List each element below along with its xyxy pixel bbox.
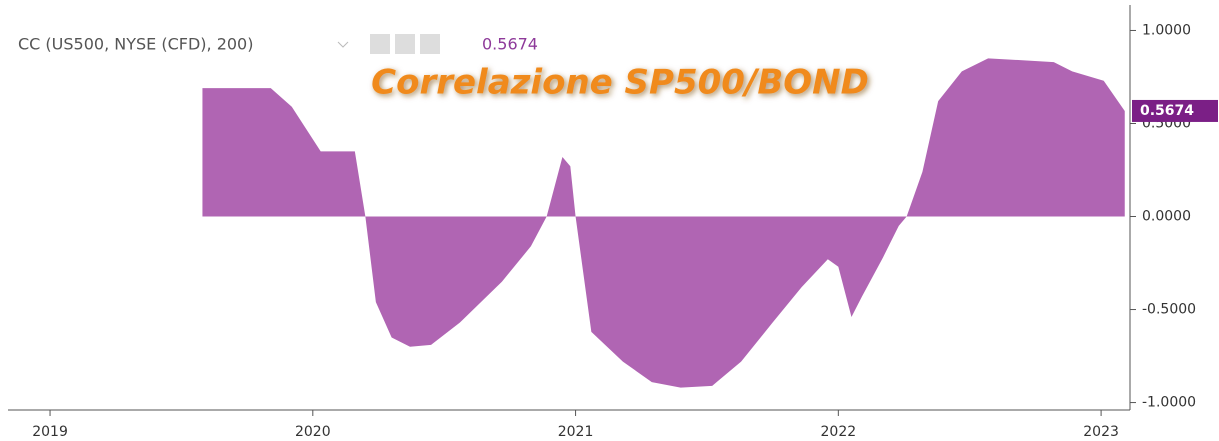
x-tick-label: 2020 [295, 424, 331, 440]
x-tick-label: 2023 [1083, 424, 1119, 440]
close-icon[interactable] [420, 34, 440, 54]
last-value-label: 0.5674 [1140, 103, 1194, 119]
y-tick-label: 1.0000 [1142, 22, 1191, 38]
legend-label: CC (US500, NYSE (CFD), 200) [18, 35, 253, 54]
last-value-tag [1132, 99, 1218, 122]
plot-area [202, 58, 1125, 388]
y-tick-label: -0.5000 [1142, 302, 1196, 318]
y-tick-label: -1.0000 [1142, 395, 1196, 411]
eye-icon[interactable] [370, 34, 390, 54]
legend-value: 0.5674 [482, 35, 538, 54]
x-tick-label: 2022 [821, 424, 857, 440]
x-tick-label: 2019 [32, 424, 68, 440]
annotation-title: Correlazione SP500/BOND [371, 63, 869, 103]
y-tick-label: 0.0000 [1142, 209, 1191, 225]
dropdown-icon[interactable] [337, 41, 349, 48]
settings-icon[interactable] [395, 34, 415, 54]
area [202, 58, 1125, 388]
x-tick-label: 2021 [558, 424, 594, 440]
